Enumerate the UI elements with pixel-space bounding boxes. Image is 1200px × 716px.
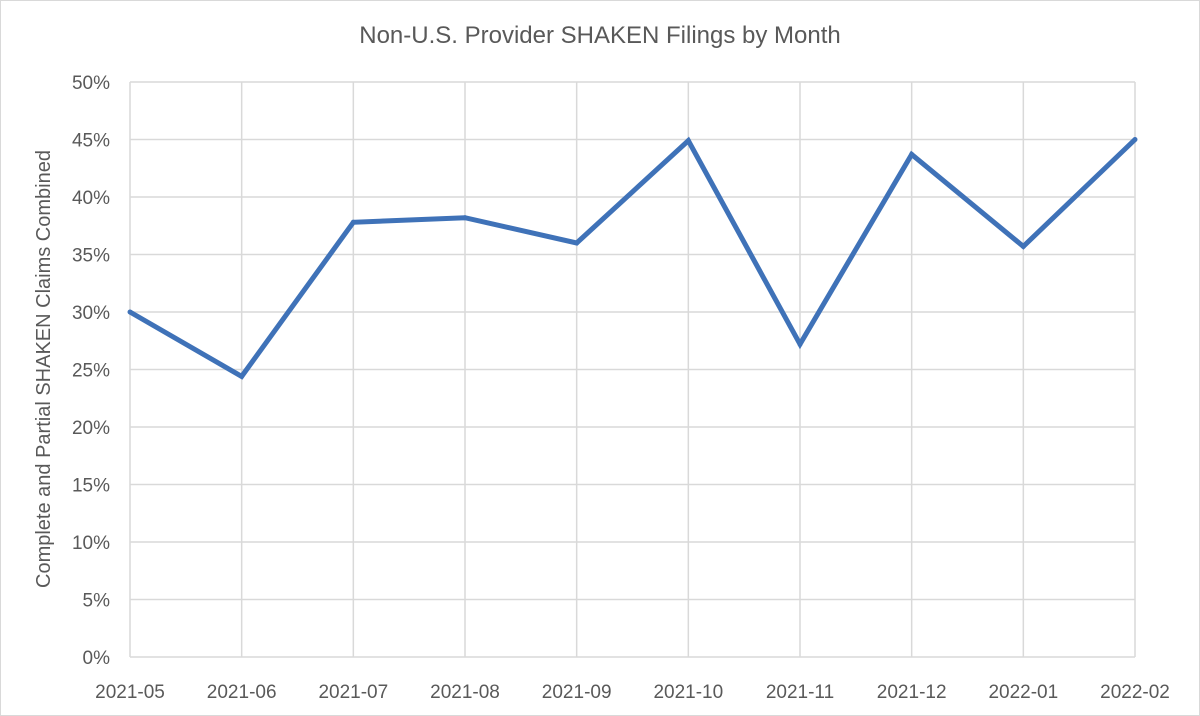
x-tick-label: 2021-05 — [95, 682, 165, 703]
data-point — [685, 138, 691, 144]
y-tick-label: 5% — [83, 591, 111, 612]
y-tick-label: 45% — [72, 131, 110, 152]
x-tick-label: 2022-02 — [1100, 682, 1170, 703]
y-tick-label: 30% — [72, 303, 110, 324]
y-tick-label: 0% — [83, 648, 111, 669]
series-line — [128, 136, 1137, 380]
y-tick-label: 20% — [72, 418, 110, 439]
y-tick-labels: 0% 5% 10% 15% 20% 25% 30% 35% 40% 45% 50% — [72, 73, 110, 669]
data-point — [909, 151, 915, 157]
gridlines — [129, 81, 1136, 658]
x-tick-label: 2021-10 — [653, 682, 723, 703]
data-point — [574, 240, 580, 246]
data-point — [1020, 243, 1026, 249]
x-tick-label: 2021-11 — [766, 682, 834, 703]
y-tick-label: 40% — [72, 188, 110, 209]
x-tick-label: 2022-01 — [988, 682, 1058, 703]
x-tick-labels: 2021-05 2021-06 2021-07 2021-08 2021-09 2021-… — [95, 682, 1170, 703]
data-point — [797, 341, 803, 347]
chart-title: Non-U.S. Provider SHAKEN Filings by Mont… — [359, 22, 841, 49]
y-tick-label: 15% — [72, 476, 110, 497]
y-tick-label: 50% — [72, 73, 110, 94]
x-tick-label: 2021-09 — [542, 682, 612, 703]
y-tick-label: 10% — [72, 533, 110, 554]
data-point — [127, 309, 133, 315]
x-tick-label: 2021-06 — [207, 682, 277, 703]
data-point — [1132, 137, 1138, 142]
y-tick-label: 35% — [72, 246, 110, 267]
x-tick-label: 2021-07 — [318, 682, 388, 703]
x-tick-label: 2021-12 — [877, 682, 947, 703]
y-axis-label: Complete and Partial SHAKEN Claims Combi… — [33, 150, 55, 588]
series-layer — [127, 136, 1138, 380]
data-point — [462, 215, 468, 221]
data-point — [239, 373, 245, 379]
x-tick-label: 2021-08 — [430, 682, 500, 703]
y-tick-label: 25% — [72, 361, 110, 382]
data-point — [350, 219, 356, 225]
